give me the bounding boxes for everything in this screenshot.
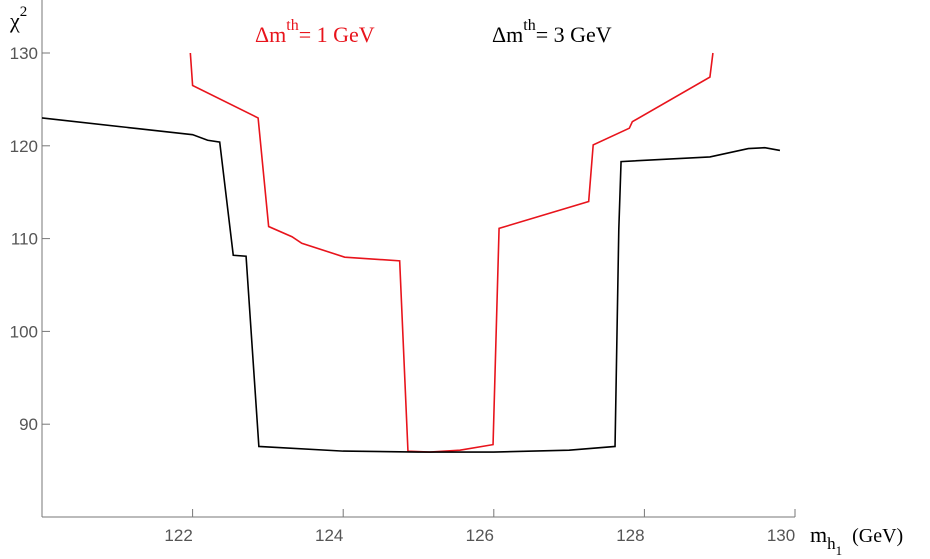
x-label-unit: (GeV) [852, 525, 903, 547]
series-line [41, 117, 781, 453]
legend-rest: = 1 GeV [299, 22, 375, 47]
y-tick-label: 130 [10, 44, 38, 63]
x-label-base: m [810, 522, 827, 547]
y-tick-label: 120 [10, 137, 38, 156]
y-tick-label: 90 [19, 415, 38, 434]
x-tick-label: 130 [767, 526, 795, 545]
legend-sup: th [286, 17, 298, 34]
legend-base: Δm [255, 22, 286, 47]
y-label-base: χ [9, 8, 20, 33]
legend-rest: = 3 GeV [536, 22, 612, 47]
legend-sup: th [523, 17, 535, 34]
x-label-sub: h [827, 534, 836, 553]
legend-label: Δmth= 3 GeV [492, 17, 612, 47]
x-tick-label: 124 [315, 526, 343, 545]
legend-label: Δmth= 1 GeV [255, 17, 375, 47]
y-tick-label: 100 [10, 322, 38, 341]
series-line [189, 52, 714, 453]
y-axis-label: χ2 [9, 4, 27, 33]
x-tick-label: 126 [466, 526, 494, 545]
legend-base: Δm [492, 22, 523, 47]
x-tick-label: 122 [164, 526, 192, 545]
x-label-subsub: 1 [836, 543, 843, 558]
x-tick-label: 128 [616, 526, 644, 545]
x-axis-label: mh1 (GeV) [810, 522, 903, 558]
y-tick-label: 110 [11, 230, 38, 249]
y-label-sup: 2 [20, 4, 28, 20]
